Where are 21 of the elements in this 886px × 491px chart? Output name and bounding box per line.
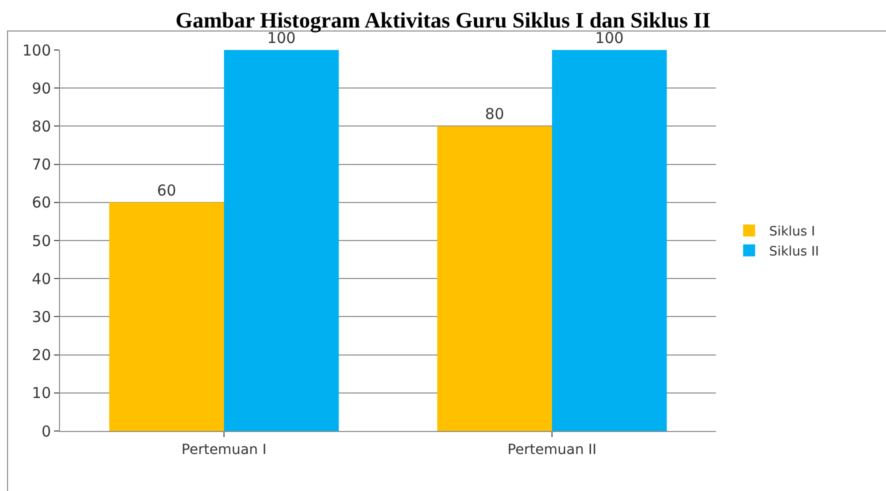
y-tick-label: 20 [32,346,51,364]
data-label: 60 [157,181,176,200]
y-tick-label: 60 [32,194,51,212]
y-tick-label: 30 [32,308,51,326]
bar [552,50,667,431]
y-tick-label: 100 [22,41,51,60]
bar [109,202,224,431]
legend-label: Siklus I [769,224,816,240]
y-tick-label: 10 [32,384,51,402]
bar [437,126,552,431]
y-tick-label: 70 [32,156,51,174]
y-tick-label: 50 [32,232,51,250]
x-tick-label: Pertemuan I [182,442,266,458]
y-tick-label: 80 [32,117,51,136]
data-label: 80 [485,105,504,124]
y-tick-label: 90 [32,79,51,98]
y-tick-label: 0 [41,422,51,440]
x-tick-label: Pertemuan II [507,442,597,458]
legend-label: Siklus II [769,244,819,260]
bar [224,50,339,431]
y-tick-label: 40 [32,270,51,288]
